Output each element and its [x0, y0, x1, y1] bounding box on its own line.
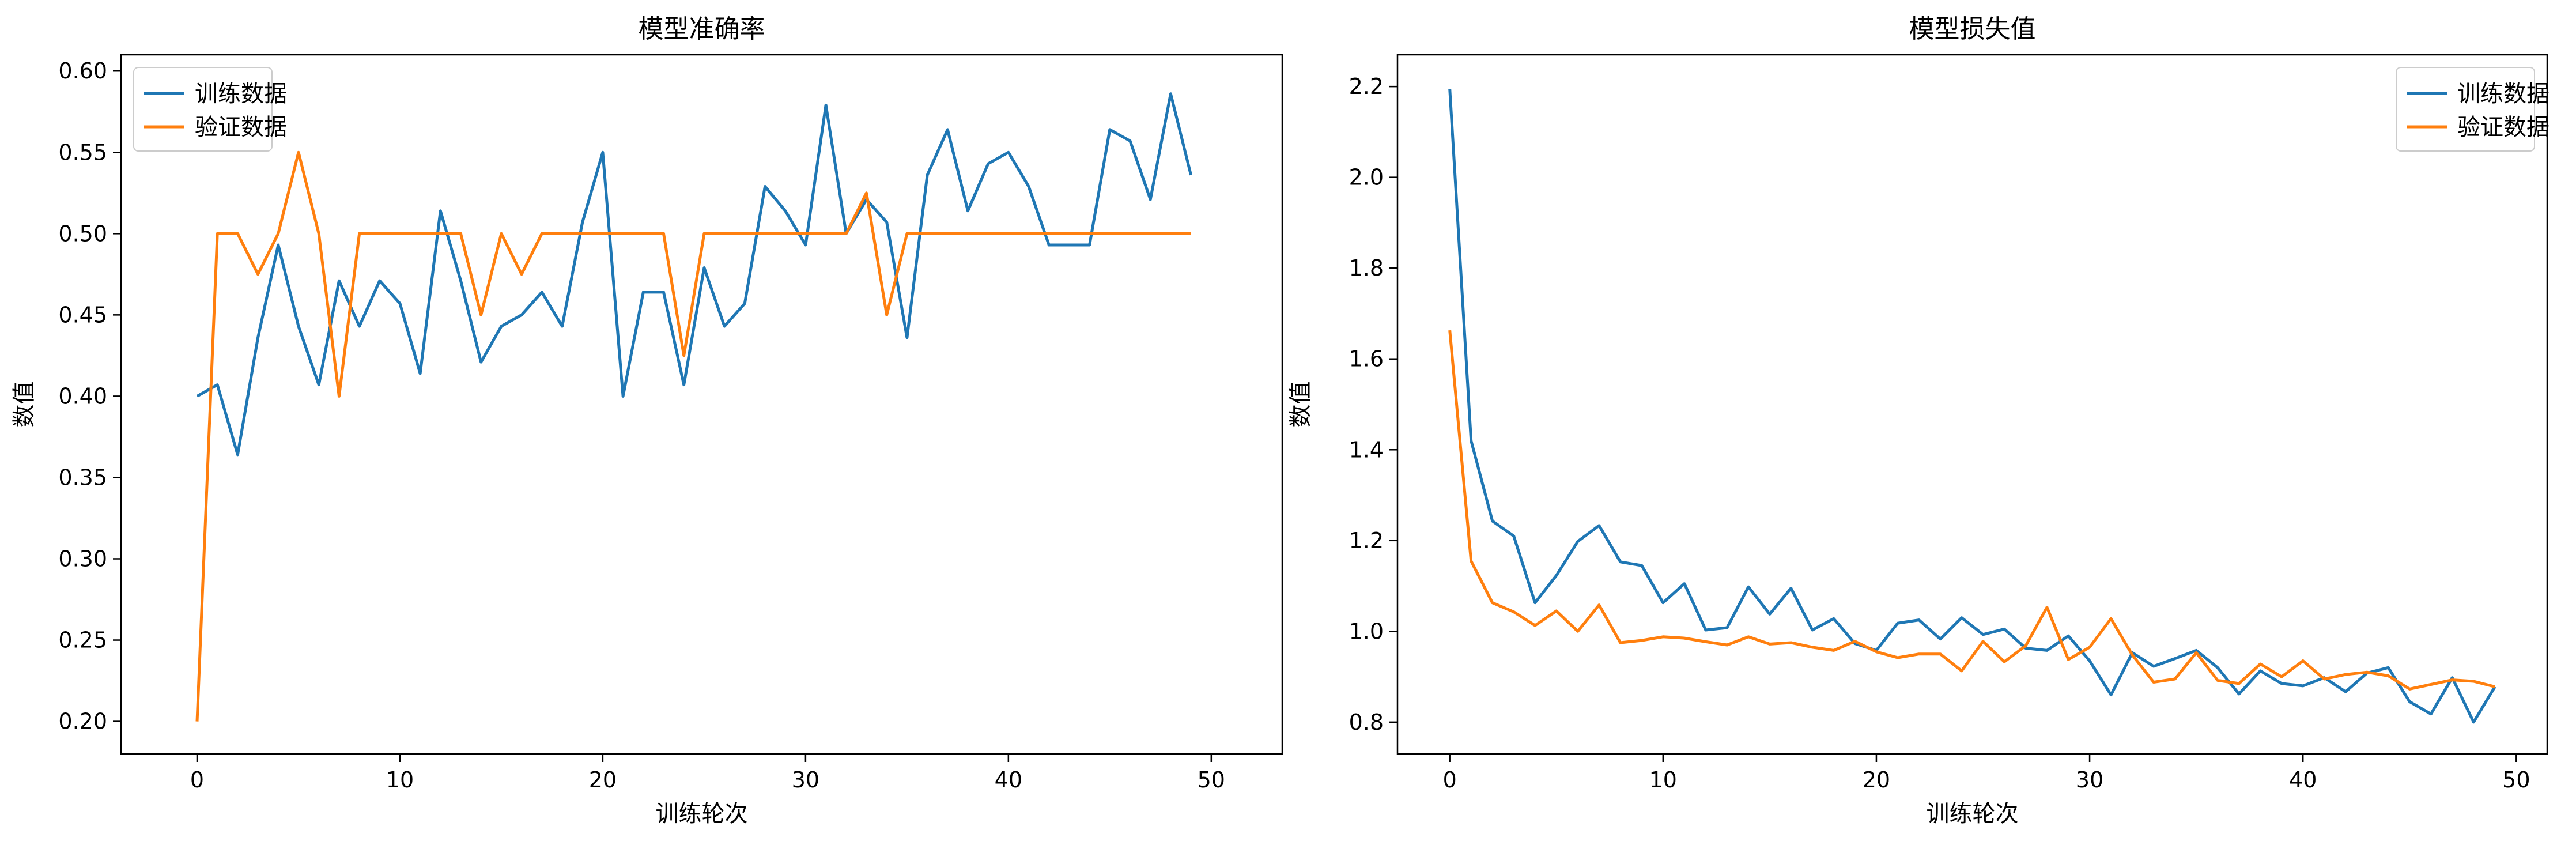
loss-legend-box: [2396, 67, 2535, 152]
accuracy-series-line-train: [196, 92, 1193, 457]
accuracy-y-axis-label: 数值: [11, 382, 37, 428]
accuracy-subplot: 模型准确率 训练轮次 数值 0 10 20 30 40 50 0.200.250.300.…: [11, 14, 1283, 827]
loss-x-tick-label: 40: [2289, 767, 2317, 793]
loss-x-tick-label: 10: [1649, 767, 1677, 793]
loss-axes-frame: [1396, 54, 2548, 755]
accuracy-y-tick-label: 0.40: [58, 383, 107, 409]
loss-chart-title: 模型损失值: [1909, 14, 2036, 44]
loss-y-tick-label: 1.0: [1349, 618, 1384, 644]
loss-series-line-train: [1448, 88, 2496, 724]
loss-y-tick-label: 0.8: [1349, 710, 1384, 735]
accuracy-x-tick-label: 10: [386, 767, 414, 793]
accuracy-legend: 训练数据 验证数据: [133, 67, 287, 152]
accuracy-x-tick-label: 40: [995, 767, 1022, 793]
loss-legend-label-train: 训练数据: [2457, 81, 2549, 107]
accuracy-y-tick-label: 0.55: [58, 139, 107, 165]
accuracy-chart-title: 模型准确率: [639, 14, 765, 44]
accuracy-x-tick-label: 0: [190, 767, 204, 793]
accuracy-x-tick-label: 20: [589, 767, 617, 793]
loss-legend: 训练数据 验证数据: [2396, 67, 2549, 152]
accuracy-axes-frame: [120, 54, 1283, 755]
accuracy-legend-label-val: 验证数据: [195, 114, 287, 141]
loss-x-tick-label: 20: [1863, 767, 1890, 793]
loss-series-lines: [1448, 88, 2496, 724]
accuracy-y-tick-label: 0.30: [58, 546, 107, 571]
loss-x-tick-label: 30: [2076, 767, 2103, 793]
accuracy-y-tick-label: 0.20: [58, 709, 107, 734]
accuracy-x-tick-label: 30: [792, 767, 819, 793]
loss-subplot: 模型损失值 训练轮次 数值 0 10 20 30 40 50 0.8 1.0 1.2 1.4 1.…: [1287, 14, 2549, 827]
accuracy-legend-label-train: 训练数据: [195, 81, 287, 107]
loss-legend-label-val: 验证数据: [2457, 114, 2549, 141]
accuracy-legend-box: [133, 67, 273, 152]
accuracy-y-tick-label: 0.50: [58, 221, 107, 246]
loss-series-line-val: [1448, 330, 2495, 691]
accuracy-y-tick-label: 0.25: [58, 628, 107, 653]
loss-y-ticks: 0.8 1.0 1.2 1.4 1.6 1.8 2.0 2.2: [1349, 74, 1397, 735]
accuracy-x-ticks: 0 10 20 30 40 50: [190, 754, 1225, 793]
loss-y-tick-label: 1.6: [1349, 346, 1384, 372]
accuracy-series-line-val: [195, 150, 1191, 722]
loss-x-tick-label: 50: [2502, 767, 2530, 793]
accuracy-y-tick-label: 0.60: [58, 58, 107, 84]
accuracy-x-tick-label: 50: [1198, 767, 1225, 793]
loss-x-axis-label: 训练轮次: [1927, 801, 2019, 827]
accuracy-x-axis-label: 训练轮次: [656, 801, 748, 827]
loss-y-tick-label: 1.4: [1349, 437, 1384, 462]
accuracy-series-lines: [195, 92, 1193, 722]
loss-y-tick-label: 1.2: [1349, 528, 1384, 553]
loss-x-ticks: 0 10 20 30 40 50: [1443, 754, 2530, 793]
loss-y-axis-label: 数值: [1287, 382, 1314, 428]
loss-y-tick-label: 2.0: [1349, 165, 1384, 190]
accuracy-y-tick-label: 0.45: [58, 302, 107, 327]
loss-y-tick-label: 1.8: [1349, 255, 1384, 281]
loss-x-tick-label: 0: [1443, 767, 1457, 793]
accuracy-y-ticks: 0.20 0.25 0.30 0.35 0.40 0.45 0.50 0.55 0.60: [58, 58, 121, 734]
accuracy-y-tick-label: 0.35: [58, 465, 107, 490]
loss-y-tick-label: 2.2: [1349, 74, 1384, 99]
